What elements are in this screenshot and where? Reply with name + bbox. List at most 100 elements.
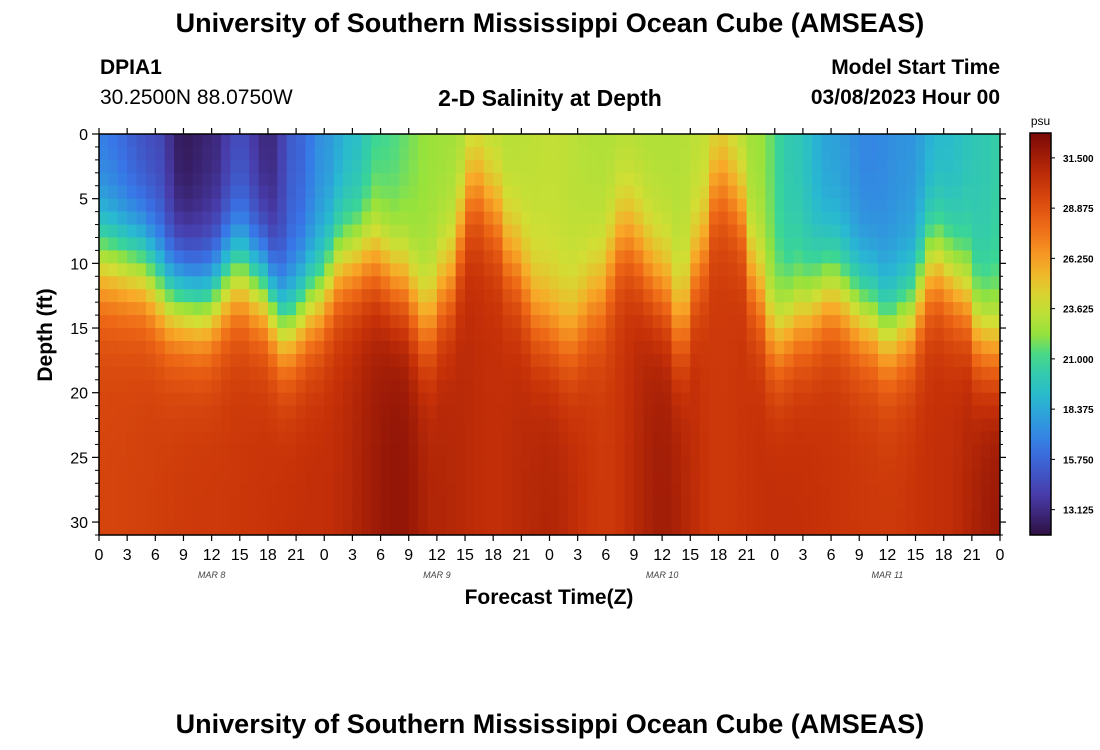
heatmap-cell [633, 470, 644, 484]
heatmap-cell [727, 444, 738, 458]
heatmap-cell [361, 250, 372, 264]
heatmap-cell [446, 483, 457, 497]
heatmap-cell [793, 431, 804, 446]
heatmap-cell [136, 379, 147, 394]
heatmap-cell [549, 418, 560, 433]
heatmap-cell [239, 289, 250, 303]
heatmap-cell [465, 263, 476, 277]
heatmap-cell [483, 315, 494, 329]
heatmap-cell [455, 340, 466, 355]
heatmap-cell [887, 146, 898, 161]
heatmap-cell [953, 340, 964, 355]
heatmap-cell [812, 302, 823, 316]
heatmap-cell [408, 211, 419, 226]
heatmap-cell [558, 289, 569, 303]
heatmap-cell [596, 328, 607, 342]
heatmap-cell [380, 483, 391, 497]
heatmap-cell [568, 172, 579, 187]
heatmap-cell [446, 340, 457, 355]
heatmap-cell [192, 522, 203, 535]
heatmap-cell [896, 302, 907, 316]
heatmap-cell [427, 250, 438, 264]
heatmap-cell [502, 470, 513, 484]
heatmap-cell [680, 146, 691, 161]
heatmap-cell [831, 172, 842, 187]
heatmap-cell [343, 250, 354, 264]
heatmap-cell [164, 237, 175, 252]
heatmap-cell [671, 509, 682, 523]
heatmap-cell [615, 431, 626, 446]
heatmap-cell [896, 405, 907, 420]
heatmap-cell [465, 353, 476, 368]
heatmap-cell [239, 185, 250, 200]
heatmap-cell [267, 353, 278, 368]
heatmap-cell [127, 198, 138, 213]
heatmap-cell [981, 276, 992, 290]
heatmap-cell [690, 431, 701, 446]
heatmap-cell [540, 289, 551, 303]
heatmap-cell [211, 353, 222, 368]
heatmap-cell [511, 522, 522, 535]
heatmap-cell [455, 328, 466, 342]
heatmap-cell [286, 211, 297, 226]
heatmap-cell [990, 146, 1000, 161]
heatmap-cell [840, 444, 851, 458]
heatmap-cell [474, 159, 485, 174]
heatmap-cell [962, 172, 973, 187]
heatmap-cell [521, 405, 532, 420]
heatmap-cell [258, 431, 269, 446]
heatmap-cell [324, 198, 335, 213]
heatmap-cell [145, 276, 156, 290]
heatmap-cell [183, 198, 194, 213]
heatmap-cell [258, 276, 269, 290]
heatmap-cell [277, 315, 288, 329]
heatmap-cell [380, 198, 391, 213]
heatmap-cell [718, 134, 729, 148]
heatmap-cell [624, 340, 635, 355]
heatmap-cell [587, 353, 598, 368]
heatmap-cell [859, 353, 870, 368]
heatmap-cell [971, 353, 982, 368]
heatmap-cell [774, 159, 785, 174]
heatmap-cell [774, 366, 785, 381]
heatmap-cell [277, 444, 288, 458]
heatmap-cell [953, 328, 964, 342]
heatmap-cell [145, 418, 156, 433]
heatmap-cell [990, 211, 1000, 226]
heatmap-cell [145, 328, 156, 342]
heatmap-cell [587, 392, 598, 407]
heatmap-cell [840, 340, 851, 355]
heatmap-cell [361, 237, 372, 252]
heatmap-cell [699, 315, 710, 329]
heatmap-cell [352, 405, 363, 420]
heatmap-cell [934, 172, 945, 187]
heatmap-cell [305, 457, 316, 471]
heatmap-cell [821, 134, 832, 148]
heatmap-cell [221, 302, 231, 316]
heatmap-cell [709, 146, 720, 161]
heatmap-cell [192, 366, 203, 381]
heatmap-cell [755, 315, 766, 329]
heatmap-cell [277, 328, 288, 342]
heatmap-cell [540, 250, 551, 264]
heatmap-cell [943, 392, 954, 407]
heatmap-cell [943, 340, 954, 355]
heatmap-cell [389, 353, 400, 368]
heatmap-cell [906, 379, 917, 394]
heatmap-cell [314, 185, 325, 200]
heatmap-cell [709, 405, 720, 420]
heatmap-cell [971, 237, 982, 252]
heatmap-cell [962, 237, 973, 252]
heatmap-cell [727, 263, 738, 277]
heatmap-cell [981, 315, 992, 329]
heatmap-cell [859, 328, 870, 342]
heatmap-cell [145, 340, 156, 355]
heatmap-cell [343, 457, 354, 471]
heatmap-cell [333, 198, 344, 213]
heatmap-cell [812, 134, 823, 148]
heatmap-cell [530, 276, 541, 290]
heatmap-cell [624, 457, 635, 471]
heatmap-cell [399, 509, 410, 523]
heatmap-cell [868, 211, 879, 226]
heatmap-cell [380, 276, 391, 290]
